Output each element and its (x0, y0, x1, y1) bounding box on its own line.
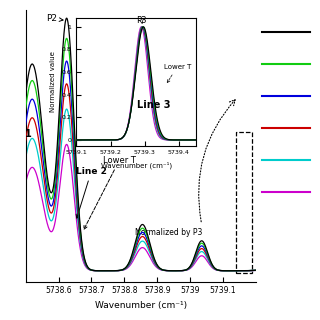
Text: Line 2: Line 2 (76, 166, 107, 218)
Bar (236, 132, 252, 273)
Text: P2: P2 (46, 14, 63, 23)
Text: 1: 1 (25, 129, 32, 140)
X-axis label: Wavenumber (cm⁻¹): Wavenumber (cm⁻¹) (95, 301, 187, 310)
Text: Normalized by P3: Normalized by P3 (135, 228, 203, 237)
Text: Lower T: Lower T (84, 156, 136, 229)
